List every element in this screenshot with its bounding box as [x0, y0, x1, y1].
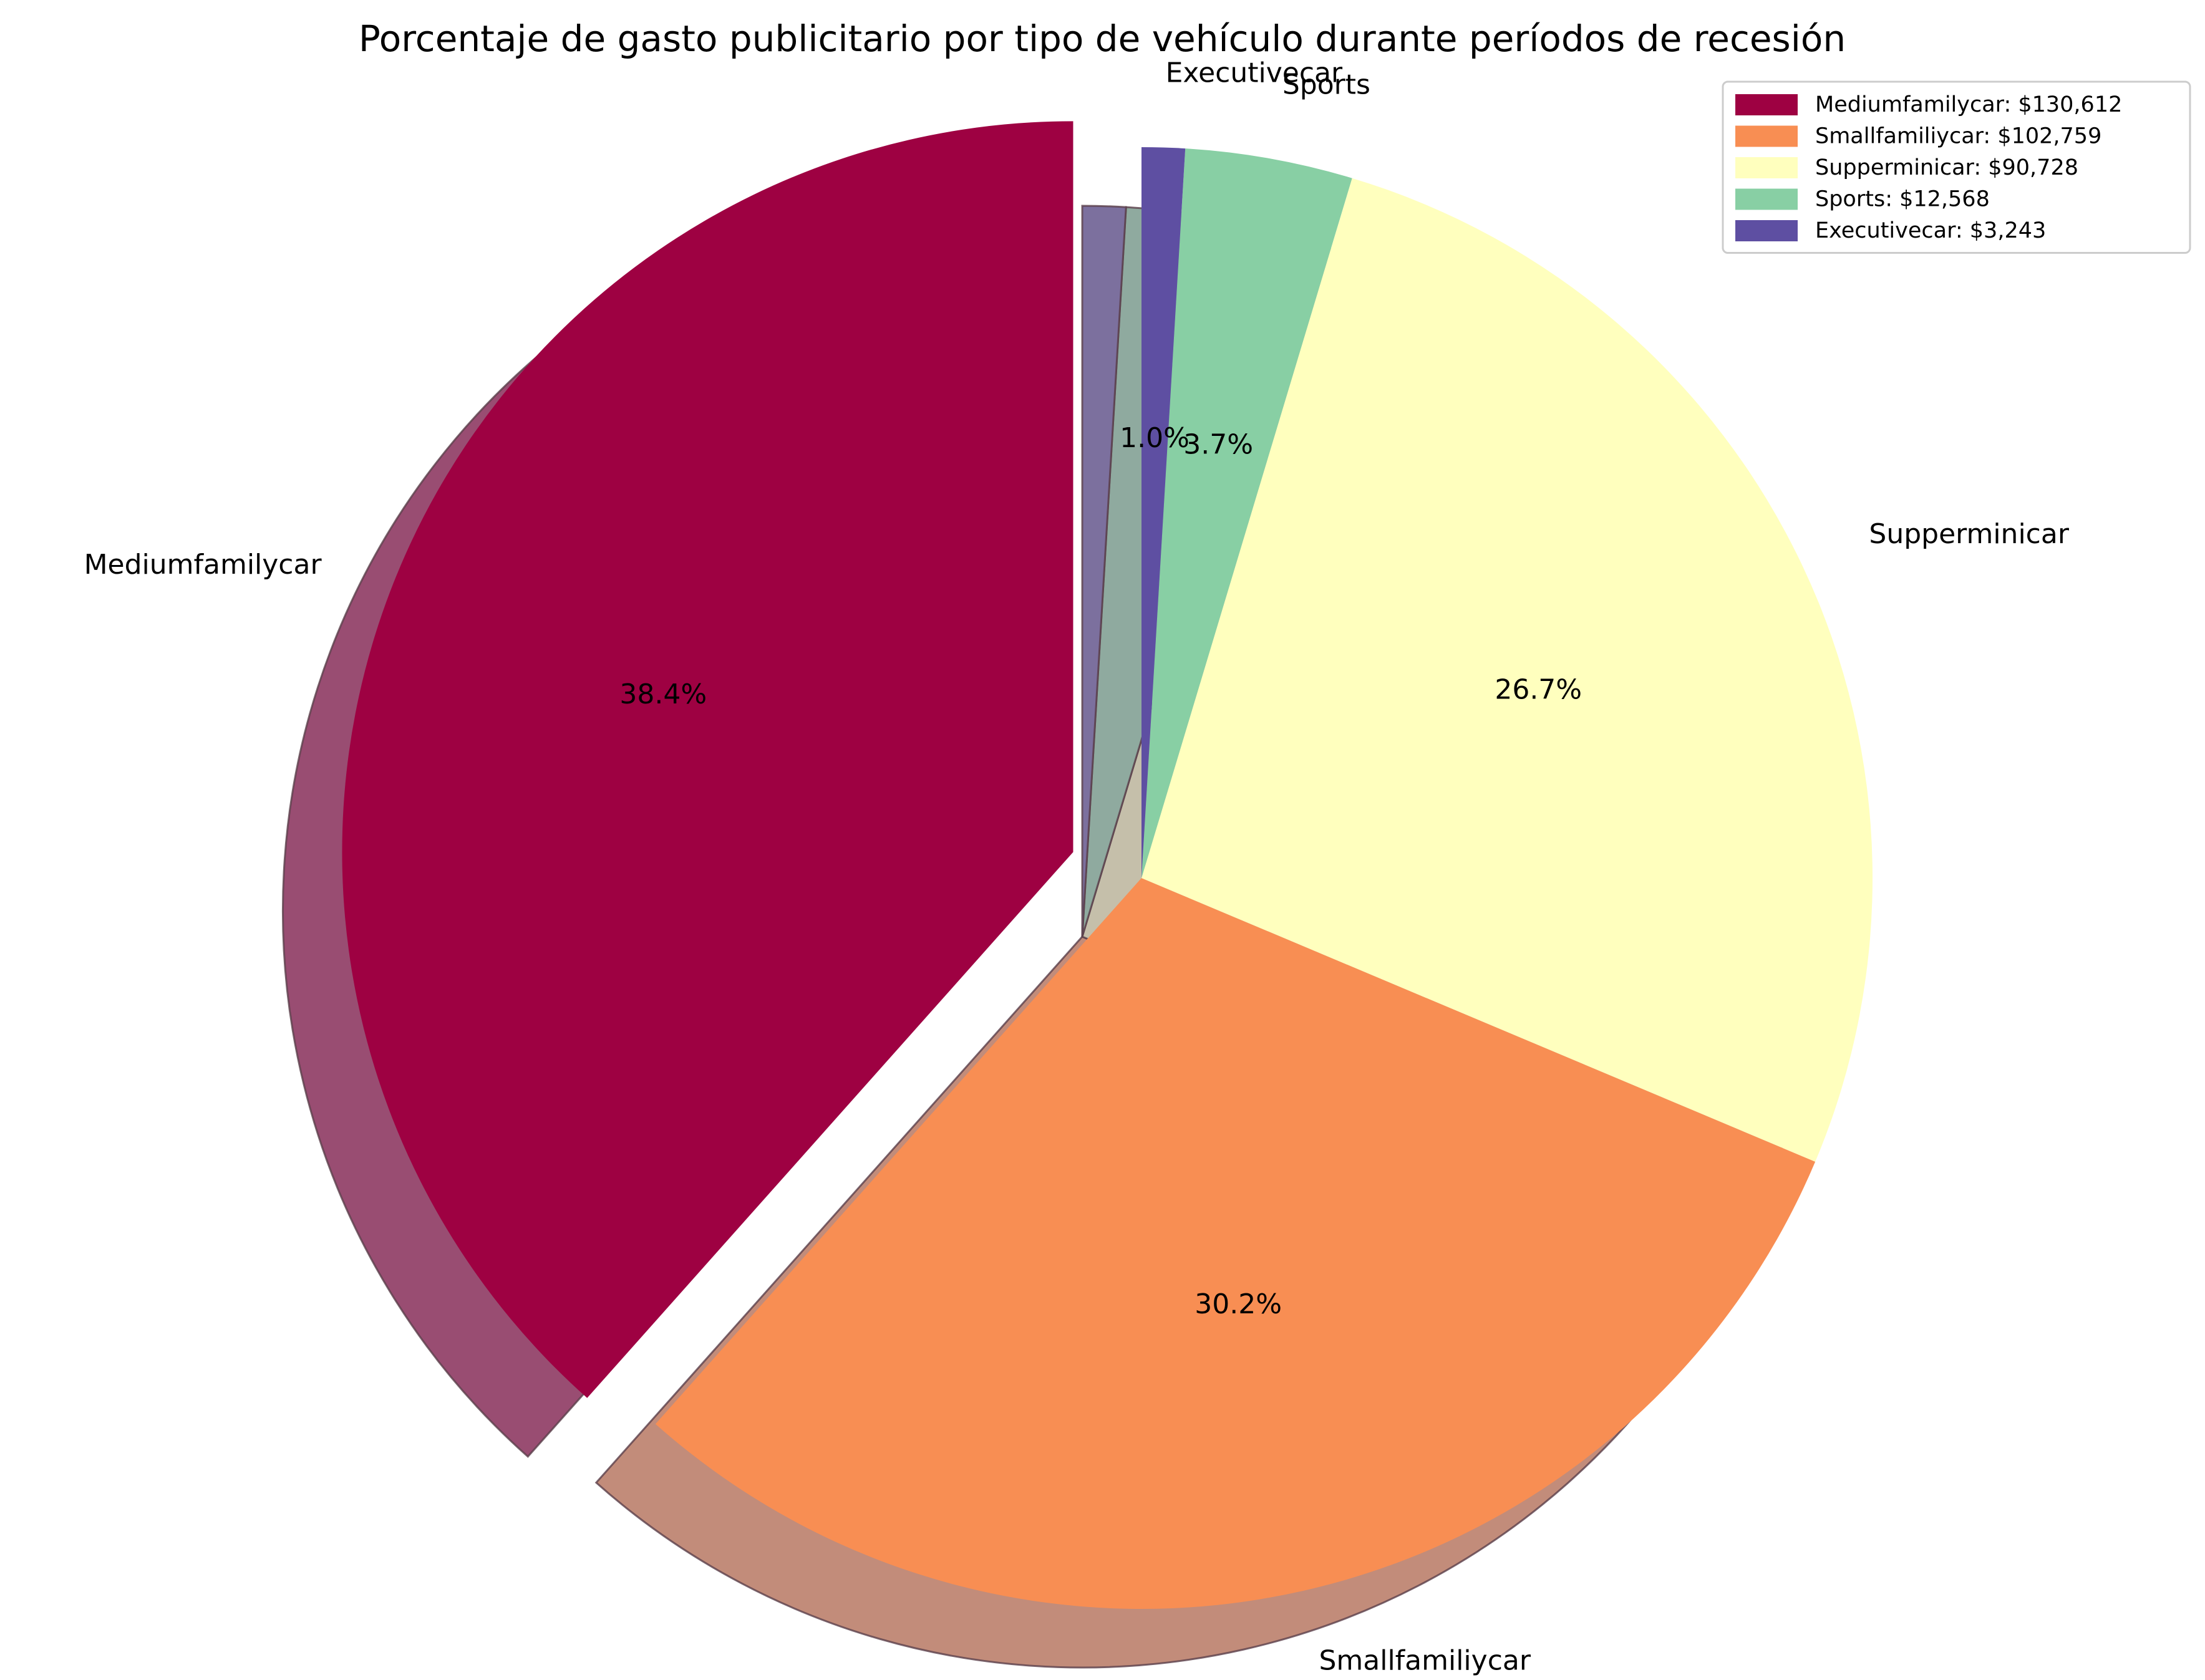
pie-slice-sports [1141, 148, 1352, 878]
chart-title: Porcentaje de gasto publicitario por tip… [359, 17, 1846, 60]
legend-swatch-mediumfamilycar [1735, 94, 1798, 115]
legend-entry-sports: Sports: $12,568 [1815, 187, 1990, 212]
legend-entry-mediumfamilycar: Mediumfamilycar: $130,612 [1815, 92, 2122, 117]
slice-shadow-executivecar [1081, 205, 1127, 937]
slice-label-sports: Sports [1282, 69, 1370, 101]
slice-layer [342, 121, 1873, 1610]
label-layer: Mediumfamilycar 38.4% Smallfamiliycar 30.2%… [84, 57, 2070, 1676]
slice-label-executivecar: Executivecar [1166, 57, 1343, 89]
legend-swatch-supperminicar [1735, 157, 1798, 178]
pie-slice-smallfamiliycar [655, 878, 1816, 1610]
pie-slice-supperminicar [1141, 178, 1873, 1162]
legend-entry-executivecar: Executivecar: $3,243 [1815, 218, 2046, 243]
legend-swatch-executivecar [1735, 220, 1798, 241]
slice-label-supperminicar: Supperminicar [1869, 518, 2069, 550]
pie-slice-executivecar [1141, 147, 1186, 878]
legend-entry-smallfamiliycar: Smallfamiliycar: $102,759 [1815, 124, 2101, 149]
slice-percent-executivecar: 1.0% [1120, 422, 1190, 454]
legend-frame [1722, 80, 2191, 254]
legend-swatch-smallfamiliycar [1735, 125, 1798, 147]
legend-swatch-sports [1735, 188, 1798, 210]
slice-label-smallfamiliycar: Smallfamiliycar [1319, 1644, 1531, 1676]
legend-entry-supperminicar: Supperminicar: $90,728 [1815, 155, 2078, 180]
legend: Mediumfamilycar: $130,612 Smallfamiliycar… [1722, 80, 2191, 254]
slice-percent-smallfamiliycar: 30.2% [1195, 1288, 1282, 1320]
slice-label-mediumfamilycar: Mediumfamilycar [84, 549, 322, 581]
slice-percent-supperminicar: 26.7% [1495, 673, 1582, 705]
slice-percent-mediumfamilycar: 38.4% [619, 678, 707, 710]
slice-percent-sports: 3.7% [1183, 429, 1253, 461]
pie-slice-mediumfamilycar [342, 121, 1073, 1398]
